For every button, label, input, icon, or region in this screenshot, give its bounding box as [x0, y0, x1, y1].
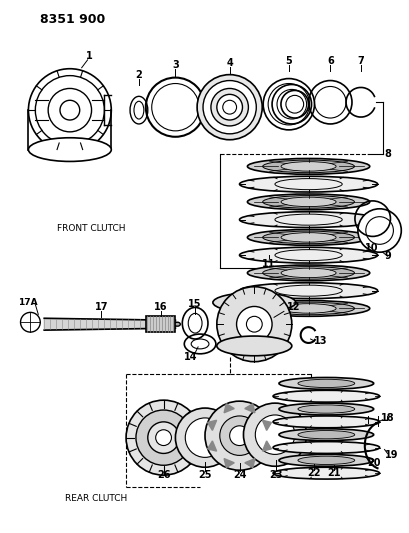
Text: 5: 5 — [285, 56, 292, 66]
Text: 10: 10 — [364, 243, 378, 253]
Text: 9: 9 — [383, 251, 390, 261]
Text: 12: 12 — [286, 302, 300, 312]
Ellipse shape — [262, 231, 354, 244]
Text: 25: 25 — [198, 470, 211, 480]
Ellipse shape — [239, 212, 377, 228]
Ellipse shape — [297, 431, 354, 439]
Text: FRONT CLUTCH: FRONT CLUTCH — [57, 224, 126, 233]
Text: 22: 22 — [307, 468, 321, 478]
Polygon shape — [224, 404, 234, 413]
Ellipse shape — [204, 401, 273, 470]
Ellipse shape — [247, 194, 369, 210]
Text: 2: 2 — [135, 70, 142, 79]
Ellipse shape — [219, 416, 258, 455]
Ellipse shape — [212, 293, 295, 312]
Text: 4: 4 — [226, 58, 232, 68]
Ellipse shape — [281, 197, 335, 207]
Ellipse shape — [28, 138, 111, 161]
Ellipse shape — [126, 400, 200, 475]
Ellipse shape — [147, 422, 179, 454]
Polygon shape — [207, 420, 216, 430]
Ellipse shape — [155, 430, 171, 446]
Polygon shape — [44, 318, 175, 330]
Ellipse shape — [281, 268, 335, 278]
Ellipse shape — [247, 301, 369, 316]
Ellipse shape — [297, 379, 354, 387]
Ellipse shape — [210, 88, 248, 126]
Text: 1: 1 — [86, 51, 93, 61]
Text: 19: 19 — [384, 450, 397, 461]
Text: 3: 3 — [172, 60, 178, 70]
Ellipse shape — [239, 247, 377, 263]
Ellipse shape — [297, 456, 354, 464]
Ellipse shape — [255, 415, 294, 455]
Polygon shape — [207, 441, 216, 451]
Ellipse shape — [281, 161, 335, 171]
Ellipse shape — [262, 266, 354, 279]
Ellipse shape — [278, 455, 373, 466]
Text: 14: 14 — [183, 352, 196, 362]
Ellipse shape — [272, 390, 379, 402]
Text: 23: 23 — [269, 470, 282, 480]
Ellipse shape — [247, 230, 369, 245]
Text: REAR CLUTCH: REAR CLUTCH — [65, 494, 127, 503]
Text: 17A: 17A — [18, 298, 37, 307]
Polygon shape — [244, 458, 254, 467]
Ellipse shape — [272, 416, 379, 428]
Ellipse shape — [239, 176, 377, 192]
Text: 24: 24 — [232, 470, 246, 480]
Polygon shape — [262, 441, 271, 451]
Ellipse shape — [216, 336, 291, 356]
Ellipse shape — [247, 158, 369, 174]
Text: 8351 900: 8351 900 — [40, 13, 105, 26]
Ellipse shape — [278, 403, 373, 415]
Ellipse shape — [216, 287, 291, 362]
Ellipse shape — [239, 283, 377, 298]
Ellipse shape — [357, 209, 400, 252]
Text: 15: 15 — [188, 300, 201, 310]
Text: 7: 7 — [357, 56, 363, 66]
Text: 17: 17 — [94, 302, 108, 312]
Bar — [146, 316, 175, 332]
Text: 6: 6 — [326, 56, 333, 66]
Polygon shape — [262, 420, 271, 430]
Ellipse shape — [281, 304, 335, 313]
Ellipse shape — [272, 442, 379, 454]
Ellipse shape — [262, 160, 354, 173]
Ellipse shape — [197, 75, 262, 140]
Ellipse shape — [262, 196, 354, 208]
Ellipse shape — [297, 405, 354, 413]
Ellipse shape — [262, 302, 354, 315]
Ellipse shape — [281, 233, 335, 242]
Ellipse shape — [272, 467, 379, 479]
Text: 13: 13 — [313, 336, 326, 346]
Ellipse shape — [247, 265, 369, 281]
Ellipse shape — [202, 80, 256, 134]
Ellipse shape — [216, 94, 242, 120]
Ellipse shape — [175, 408, 234, 467]
Ellipse shape — [243, 403, 306, 466]
Ellipse shape — [174, 322, 180, 326]
Text: 11: 11 — [262, 259, 275, 269]
Text: 8: 8 — [383, 149, 390, 158]
Ellipse shape — [136, 410, 191, 465]
Polygon shape — [244, 404, 254, 413]
Ellipse shape — [185, 418, 224, 457]
Text: 21: 21 — [327, 468, 340, 478]
Text: 16: 16 — [153, 302, 167, 312]
Text: 20: 20 — [366, 458, 380, 469]
Ellipse shape — [229, 426, 249, 446]
Ellipse shape — [278, 377, 373, 389]
Ellipse shape — [278, 429, 373, 441]
Text: 18: 18 — [380, 413, 393, 423]
Text: 26: 26 — [156, 470, 170, 480]
Ellipse shape — [28, 69, 111, 151]
Polygon shape — [224, 458, 234, 467]
Ellipse shape — [236, 306, 272, 342]
